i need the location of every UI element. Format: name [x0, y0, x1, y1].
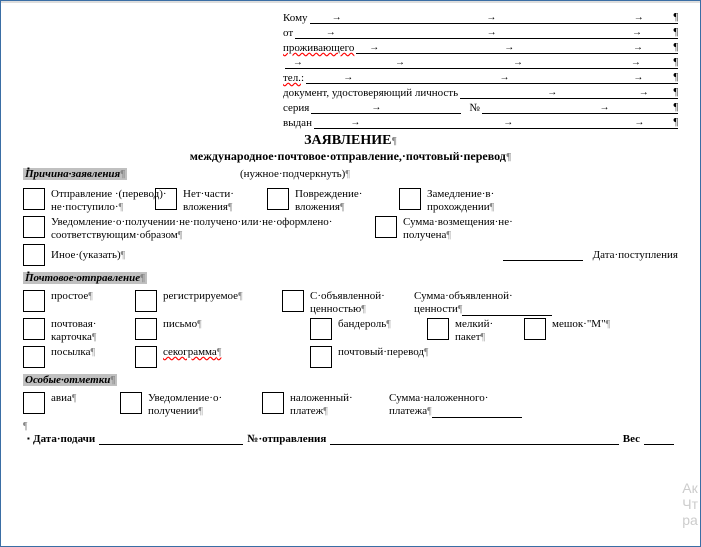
checkbox[interactable] [135, 290, 157, 312]
marks-avia: авиа [51, 392, 106, 405]
watermark: АкЧтра [682, 480, 698, 528]
reason-other: Иное·(указать) [51, 249, 125, 262]
bullet-icon: ▪ [27, 164, 30, 173]
checkbox[interactable] [262, 392, 284, 414]
postal-row-2: почтовая·карточка письмо бандероль мелки… [23, 318, 678, 344]
postal-banderole: бандероль [338, 318, 413, 331]
label-issued: выдан [283, 117, 312, 129]
recipient-block: Кому →→→¶ от →→→¶ проживающего →→→¶ →→→→… [283, 9, 678, 129]
marks-row: авиа Уведомление·о·получении наложенный·… [23, 392, 678, 418]
note: (нужное·подчеркнуть) [240, 168, 345, 180]
section-marks-header: Особые·отметки [23, 374, 117, 386]
marks-cod: наложенный·платеж [290, 392, 375, 418]
checkbox[interactable] [120, 392, 142, 414]
postal-row-3: посылка секограмма почтовый·перевод [23, 346, 678, 368]
postal-simple: простое [51, 290, 121, 303]
label-to: Кому [283, 12, 308, 24]
postal-parcel: посылка [51, 346, 121, 359]
label-tel: тел. [283, 72, 301, 84]
checkbox[interactable] [524, 318, 546, 340]
section-reason-header: Причина·заявления [23, 168, 127, 180]
reason-damage: Повреждение·вложения [295, 188, 385, 214]
label-no: № [469, 102, 480, 114]
line-series: серия → № →¶ [283, 99, 678, 114]
bottom-weight-label: Вес [623, 433, 640, 445]
checkbox[interactable] [23, 318, 45, 340]
line-doc: документ, удостоверяющий личность →→¶ [283, 84, 678, 99]
checkbox[interactable] [282, 290, 304, 312]
cod-sum-field[interactable] [432, 406, 522, 418]
line-issued: выдан →→→¶ [283, 114, 678, 129]
bottom-row: ▪ Дата·подачи №·отправления Вес [23, 432, 678, 445]
reason-missing-part: Нет·части·вложения [183, 188, 253, 214]
reason-not-received: Отправление ·(перевод)·не·поступило· [51, 188, 141, 214]
checkbox[interactable] [310, 318, 332, 340]
marks-notification: Уведомление·о·получении [148, 392, 248, 418]
document-page: Кому →→→¶ от →→→¶ проживающего →→→¶ →→→→… [0, 0, 701, 547]
reason-row-2: Уведомление·о·получении·не·получено·или·… [23, 216, 678, 242]
postal-cecogram: секограмма [163, 346, 268, 359]
checkbox[interactable] [399, 188, 421, 210]
date-received-field[interactable] [503, 249, 583, 261]
checkbox[interactable] [23, 188, 45, 210]
bullet-icon: ▪ [27, 434, 30, 443]
checkbox[interactable] [155, 188, 177, 210]
line-tel: тел.: →→→¶ [283, 69, 678, 84]
bottom-weight-field[interactable] [644, 432, 674, 445]
checkbox[interactable] [23, 290, 45, 312]
postal-transfer: почтовый·перевод [338, 346, 429, 359]
bullet-icon: ▪ [27, 268, 30, 277]
subtitle: международное·почтовое·отправление,·почт… [23, 149, 678, 164]
reason-compensation: Сумма·возмещения·не·получена [403, 216, 513, 242]
label-from: от [283, 27, 293, 39]
label-series: серия [283, 102, 309, 114]
line-blank1: →→→→¶ [283, 54, 678, 69]
ruler [1, 1, 700, 3]
checkbox[interactable] [23, 244, 45, 266]
label-doc: документ, удостоверяющий личность [283, 87, 458, 99]
checkbox[interactable] [427, 318, 449, 340]
line-from: от →→→¶ [283, 24, 678, 39]
reason-row-3: Иное·(указать) Дата·поступления [23, 244, 678, 266]
checkbox[interactable] [375, 216, 397, 238]
title: ЗАЯВЛЕНИЕ [23, 133, 678, 149]
postal-bag-m: мешок·"М" [552, 318, 610, 331]
bottom-date-field[interactable] [99, 432, 243, 445]
bottom-number-field[interactable] [330, 432, 618, 445]
postal-declared-sum: Сумма·объявленной·ценности [414, 290, 552, 316]
postal-postcard: почтовая·карточка [51, 318, 121, 344]
checkbox[interactable] [23, 216, 45, 238]
marks-cod-sum: Сумма·наложенного·платежа [389, 392, 522, 418]
checkbox[interactable] [267, 188, 289, 210]
line-residing: проживающего →→→¶ [283, 39, 678, 54]
postal-letter: письмо [163, 318, 268, 331]
reason-delay: Замедление·в·прохождении [427, 188, 494, 214]
bottom-date-label: Дата·подачи [33, 433, 95, 445]
reason-row-1: Отправление ·(перевод)·не·поступило· Нет… [23, 188, 678, 214]
postal-registered: регистрируемое [163, 290, 268, 303]
checkbox[interactable] [135, 346, 157, 368]
checkbox[interactable] [23, 392, 45, 414]
label-residing: проживающего [283, 42, 354, 54]
postal-declared: С·объявленной·ценностью [310, 290, 400, 316]
section-postal-header: Почтовое·отправление [23, 272, 147, 284]
declared-sum-field[interactable] [462, 304, 552, 316]
checkbox[interactable] [23, 346, 45, 368]
postal-small-packet: мелкий·пакет [455, 318, 510, 344]
line-to: Кому →→→¶ [283, 9, 678, 24]
checkbox[interactable] [310, 346, 332, 368]
bottom-number-label: №·отправления [247, 433, 326, 445]
postal-row-1: простое регистрируемое С·объявленной·цен… [23, 290, 678, 316]
checkbox[interactable] [135, 318, 157, 340]
date-received-label: Дата·поступления [593, 249, 678, 261]
reason-notification: Уведомление·о·получении·не·получено·или·… [51, 216, 361, 242]
